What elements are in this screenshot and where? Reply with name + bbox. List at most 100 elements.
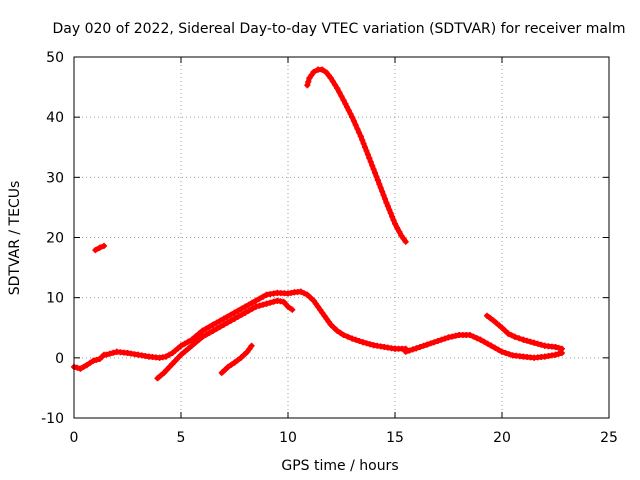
data-point xyxy=(377,184,384,191)
data-point xyxy=(77,365,84,372)
data-point xyxy=(406,347,413,354)
data-point xyxy=(390,217,397,224)
data-point xyxy=(185,345,192,352)
data-point xyxy=(362,144,368,151)
data-point xyxy=(228,361,235,368)
series-arc-peak-decline xyxy=(304,66,409,245)
y-tick-label: -10 xyxy=(41,411,64,427)
data-point xyxy=(383,199,390,206)
data-point xyxy=(192,339,199,346)
data-point xyxy=(413,345,420,352)
y-tick-label: 0 xyxy=(55,351,64,367)
data-point xyxy=(349,335,356,342)
data-point xyxy=(163,353,169,360)
data-point xyxy=(531,339,538,346)
data-point xyxy=(242,309,249,316)
data-point xyxy=(92,247,99,254)
data-point xyxy=(359,137,366,143)
data-point xyxy=(256,302,263,309)
data-point xyxy=(495,346,502,353)
data-point xyxy=(87,359,94,366)
data-point xyxy=(252,303,259,310)
data-point xyxy=(157,372,164,379)
data-point xyxy=(340,97,347,104)
data-point xyxy=(163,366,170,373)
data-point xyxy=(304,291,311,298)
y-tick-label: 50 xyxy=(46,50,64,66)
series-arc-main-rise xyxy=(103,288,409,361)
data-point xyxy=(231,309,238,316)
data-point xyxy=(96,244,103,251)
data-point xyxy=(181,340,188,347)
data-point xyxy=(238,311,245,318)
series-arc-blip-18 xyxy=(92,242,107,254)
data-point xyxy=(356,338,363,344)
data-point xyxy=(386,206,393,213)
data-point xyxy=(334,85,341,92)
data-point xyxy=(477,336,484,343)
data-point xyxy=(206,329,213,336)
data-point xyxy=(301,290,308,297)
data-point xyxy=(80,363,87,370)
data-point xyxy=(370,166,377,173)
data-point xyxy=(357,133,364,140)
data-point xyxy=(470,333,477,340)
y-tick-label: 20 xyxy=(46,231,64,247)
data-point xyxy=(516,335,523,342)
data-point xyxy=(178,351,184,358)
data-point xyxy=(502,350,509,356)
data-point xyxy=(487,315,494,322)
data-point xyxy=(427,340,434,347)
data-point xyxy=(484,312,490,319)
data-point xyxy=(238,305,245,312)
x-tick-label: 20 xyxy=(493,430,511,446)
series-line xyxy=(484,313,565,352)
data-point xyxy=(225,363,232,370)
data-point xyxy=(552,344,559,350)
data-point xyxy=(166,351,173,358)
data-point xyxy=(354,125,361,132)
data-point xyxy=(524,337,530,344)
data-point xyxy=(342,100,349,107)
data-point xyxy=(352,121,359,128)
data-point xyxy=(409,346,416,353)
data-point xyxy=(329,78,336,85)
data-point xyxy=(379,188,386,195)
data-point xyxy=(484,340,491,347)
data-point xyxy=(260,293,266,300)
data-point xyxy=(245,307,252,314)
y-tick-label: 30 xyxy=(46,170,64,186)
data-point xyxy=(245,301,252,308)
data-point xyxy=(502,327,509,334)
data-point xyxy=(331,324,337,331)
data-point xyxy=(90,357,97,364)
data-point xyxy=(213,325,220,332)
x-tick-label: 10 xyxy=(279,430,297,446)
data-point xyxy=(511,333,518,340)
data-point xyxy=(110,349,117,356)
data-point xyxy=(154,375,161,382)
data-point xyxy=(237,354,244,361)
data-point xyxy=(195,330,202,337)
data-point xyxy=(347,110,354,117)
data-point xyxy=(488,342,495,349)
data-point xyxy=(555,344,562,351)
data-point xyxy=(327,321,334,328)
data-point xyxy=(310,69,317,75)
data-point xyxy=(285,303,291,310)
data-point xyxy=(356,129,362,136)
data-point xyxy=(199,327,206,334)
data-point xyxy=(332,81,339,88)
data-point xyxy=(466,332,473,338)
data-point xyxy=(367,158,374,165)
data-point xyxy=(249,299,256,306)
data-point xyxy=(417,344,423,350)
data-point xyxy=(374,177,381,184)
data-point xyxy=(352,336,359,343)
data-point xyxy=(359,339,366,346)
data-point xyxy=(340,332,347,338)
data-point xyxy=(474,335,480,342)
data-point xyxy=(558,345,565,352)
data-point xyxy=(555,350,562,357)
data-point xyxy=(203,325,209,332)
